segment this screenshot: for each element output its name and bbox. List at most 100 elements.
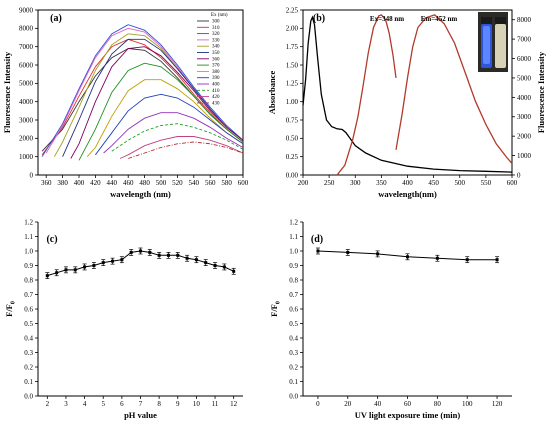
data-point xyxy=(83,265,87,269)
legend-label: 330 xyxy=(212,38,220,43)
data-point xyxy=(376,252,380,256)
panel-label-b: (b) xyxy=(313,13,325,24)
x-tick-label: 40 xyxy=(374,400,382,408)
y-right-tick-label: 6000 xyxy=(517,55,532,63)
legend-label: 310 xyxy=(212,26,220,31)
y-axis-title: F/F0 xyxy=(269,301,282,317)
data-point xyxy=(120,258,124,262)
y-right-tick-label: 8000 xyxy=(517,16,532,24)
data-point xyxy=(111,259,115,263)
y-tick-label: 0.50 xyxy=(286,135,299,143)
y-tick-label: 0.00 xyxy=(286,171,299,179)
y-tick-label: 0.5 xyxy=(24,320,33,328)
y-tick-label: 0.7 xyxy=(24,291,33,299)
y-tick-label: 0.7 xyxy=(289,291,298,299)
x-tick-label: 12 xyxy=(230,400,238,408)
data-point xyxy=(157,253,161,257)
data-point xyxy=(166,253,170,257)
y-tick-label: 0.4 xyxy=(24,334,33,342)
x-tick-label: 2 xyxy=(46,400,50,408)
data-point xyxy=(346,250,350,254)
data-point xyxy=(101,261,105,265)
x-tick-label: 580 xyxy=(221,179,232,187)
panel-label-d: (d) xyxy=(311,234,323,245)
y-axis-title: Fluorescence Intensity xyxy=(2,51,12,133)
y-tick-label: 1.2 xyxy=(289,218,298,226)
legend-label: 360 xyxy=(212,57,220,62)
y-tick-label: 0.75 xyxy=(286,116,299,124)
y-right-axis-title: Fluorescence Intensity xyxy=(536,51,546,133)
y-tick-label: 1.25 xyxy=(286,80,299,88)
y-right-tick-label: 4000 xyxy=(517,94,532,102)
y-tick-label: 0.2 xyxy=(289,363,298,371)
x-tick-label: 10 xyxy=(193,400,201,408)
y-tick-label: 0.3 xyxy=(24,349,33,357)
legend-label: 430 xyxy=(212,101,220,106)
series-line-ex-420 xyxy=(119,136,244,159)
x-tick-label: 450 xyxy=(428,179,439,187)
x-axis-title: wavelength(nm) xyxy=(378,189,437,199)
legend-label: 400 xyxy=(212,83,220,88)
series-line-ex-360 xyxy=(70,46,244,159)
data-point xyxy=(204,261,208,265)
panel-a: 360 380 400 420 440 460 480 500 520 540 560 580 6000… xyxy=(2,6,249,199)
y-tick-label: 0.9 xyxy=(24,262,33,270)
series-line-ex-320 xyxy=(41,24,244,157)
y-tick-label: 0.1 xyxy=(24,378,33,386)
y-axis-title: Absorbance xyxy=(267,71,277,115)
y-tick-label: 0.1 xyxy=(289,378,298,386)
legend-label: 390 xyxy=(212,76,220,81)
x-tick-label: 400 xyxy=(402,179,413,187)
x-tick-label: 4 xyxy=(83,400,87,408)
x-tick-label: 540 xyxy=(189,179,200,187)
series-line-ex-400 xyxy=(103,112,244,154)
x-tick-label: 5 xyxy=(101,400,105,408)
x-tick-label: 60 xyxy=(404,400,412,408)
y-tick-label: 0.4 xyxy=(289,334,298,342)
y-tick-label: 1.00 xyxy=(286,98,299,106)
y-tick-label: 2.00 xyxy=(286,25,299,33)
series-line-ex-390 xyxy=(95,93,244,156)
y-tick-label: 1000 xyxy=(19,153,34,161)
y-tick-label: 8000 xyxy=(19,25,34,33)
x-axis-title: UV light exposure time (min) xyxy=(355,410,461,420)
data-point xyxy=(406,255,409,259)
data-point xyxy=(92,264,96,267)
panel-c: 2 3 4 5 6 7 8 9 10 11 12 0.0 0.1 0.2 0.3 0.4 0.5 0.6 0.7 0.… xyxy=(4,218,243,420)
data-point xyxy=(176,253,180,257)
x-tick-label: 500 xyxy=(455,179,466,187)
data-point xyxy=(73,268,77,272)
y-tick-label: 3000 xyxy=(19,116,34,124)
x-tick-label: 460 xyxy=(123,179,134,187)
data-point xyxy=(185,256,189,260)
x-tick-label: 3 xyxy=(64,400,68,408)
y-tick-label: 0.6 xyxy=(289,305,298,313)
y-tick-label: 0.8 xyxy=(24,276,33,284)
series-line-ex-310 xyxy=(41,38,244,156)
x-tick-label: 200 xyxy=(298,179,309,187)
data-point xyxy=(55,271,59,275)
y-right-tick-label: 0 xyxy=(517,171,521,179)
data-point xyxy=(148,250,152,254)
x-tick-label: 480 xyxy=(139,179,150,187)
data-point xyxy=(316,249,320,253)
y-tick-label: 2000 xyxy=(19,135,34,143)
panel-label-a: (a) xyxy=(50,13,62,24)
data-point xyxy=(139,249,142,253)
data-point xyxy=(435,256,439,260)
legend-label: 340 xyxy=(212,45,220,50)
series-line-ex-410 xyxy=(111,123,244,152)
x-tick-label: 7 xyxy=(139,400,143,408)
legend-label: 320 xyxy=(212,32,220,37)
legend-label: 420 xyxy=(212,95,220,100)
panel-b: 200 250 300 350 400 450 500 550 600 0.00 0.25 0.50 0… xyxy=(267,6,546,199)
x-tick-label: 120 xyxy=(492,400,503,408)
data-point xyxy=(495,258,499,262)
legend-label: 350 xyxy=(212,51,220,56)
x-tick-label: 550 xyxy=(481,179,492,187)
y-tick-label: 1.50 xyxy=(286,61,299,69)
legend-label: 410 xyxy=(212,89,220,94)
panel-label-c: (c) xyxy=(46,234,57,245)
x-axis-title: pH value xyxy=(124,410,157,420)
y-tick-label: 1.1 xyxy=(24,233,33,241)
